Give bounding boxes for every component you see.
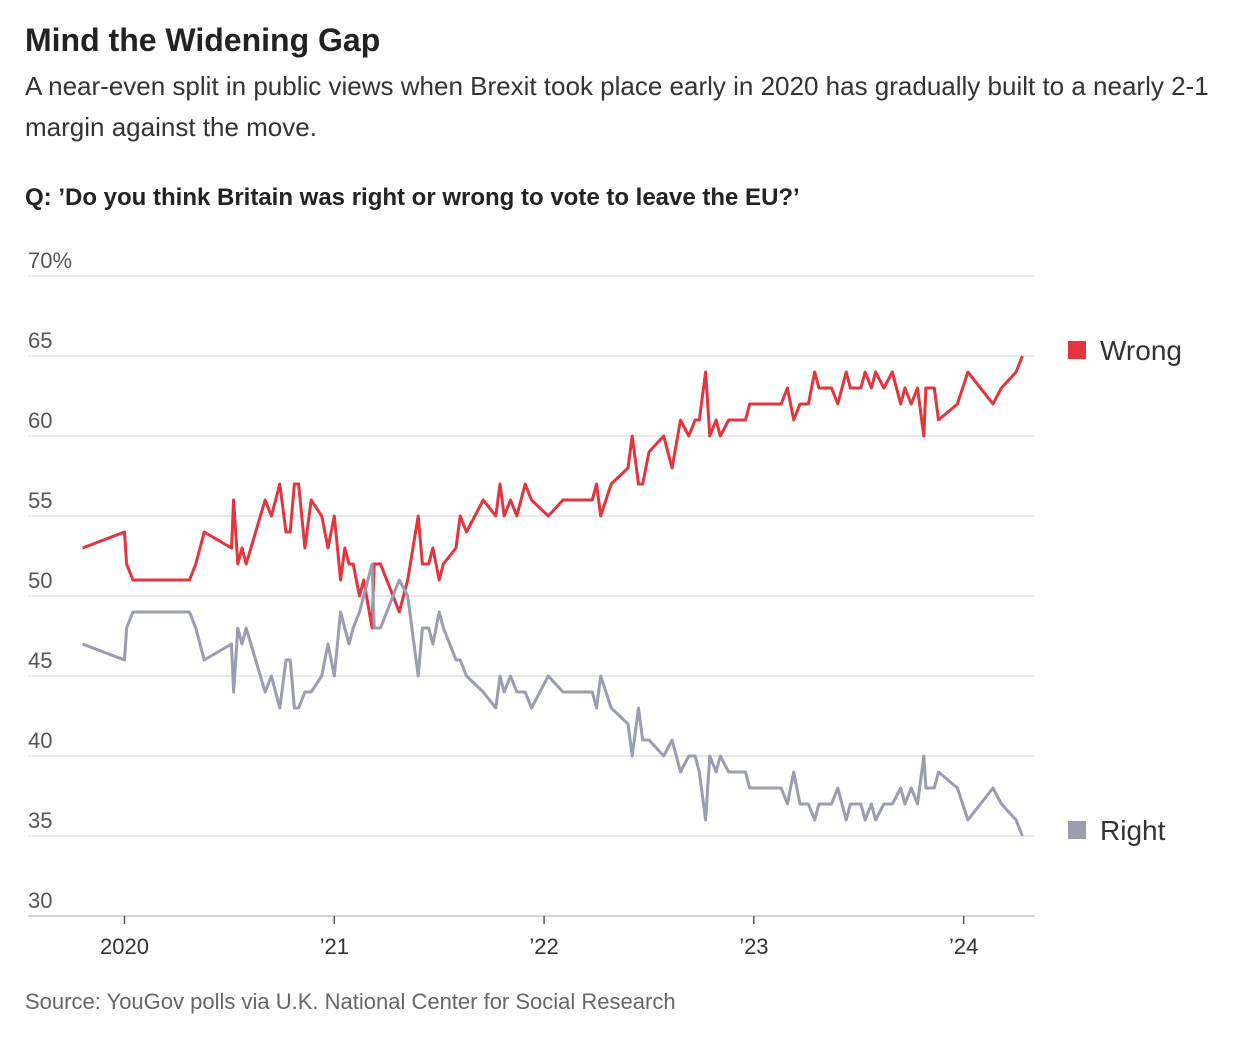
y-tick-label: 55 xyxy=(28,488,52,513)
x-tick-label: ’22 xyxy=(529,934,558,959)
x-tick-label: ’23 xyxy=(739,934,768,959)
y-tick-label: 40 xyxy=(28,728,52,753)
y-tick-label: 60 xyxy=(28,408,52,433)
y-tick-label: 30 xyxy=(28,888,52,913)
y-tick-label: 45 xyxy=(28,648,52,673)
series-line xyxy=(81,562,1024,837)
x-tick-label: ’21 xyxy=(320,934,349,959)
source-note: Source: YouGov polls via U.K. National C… xyxy=(25,989,676,1014)
legend-label: Wrong xyxy=(1100,335,1182,366)
x-tick-label: 2020 xyxy=(100,934,149,959)
legend-label: Right xyxy=(1100,815,1166,846)
series-line xyxy=(81,355,1024,630)
y-tick-label: 50 xyxy=(28,568,52,593)
chart: 30 35 40 45 50 55 60 65 70% 2020 ’21 ’22 ’23 ’24 Wrong… xyxy=(28,248,1182,959)
question: Q: ’Do you think Britain was right or wr… xyxy=(25,184,800,211)
chart-subtitle: A near-even split in public views when B… xyxy=(25,71,1209,142)
legend-swatch xyxy=(1068,821,1086,839)
y-tick-label: 70% xyxy=(28,248,72,273)
y-tick-label: 35 xyxy=(28,808,52,833)
legend-swatch xyxy=(1068,341,1086,359)
y-tick-label: 65 xyxy=(28,328,52,353)
x-tick-label: ’24 xyxy=(949,934,978,959)
chart-title: Mind the Widening Gap xyxy=(25,22,381,58)
